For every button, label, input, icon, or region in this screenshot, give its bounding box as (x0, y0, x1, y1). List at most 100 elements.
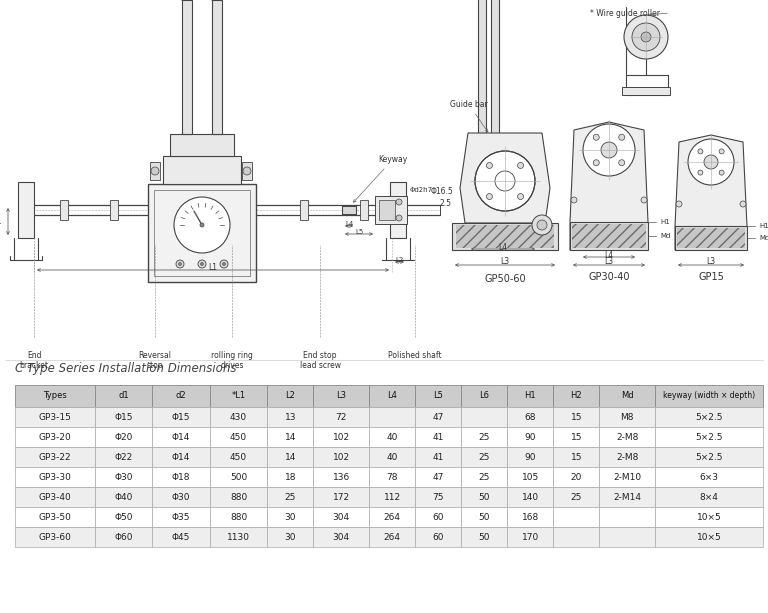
Bar (342, 206, 356, 214)
Bar (152, 467, 210, 487)
Text: 2-M10: 2-M10 (613, 473, 641, 481)
Bar (507, 507, 553, 527)
Bar (553, 407, 599, 427)
Bar (94, 427, 152, 447)
Text: GP15: GP15 (698, 272, 724, 282)
Bar (461, 385, 507, 407)
Text: 25: 25 (478, 433, 490, 441)
Text: 68: 68 (525, 413, 536, 422)
Bar (94, 407, 152, 427)
Bar (210, 407, 267, 427)
Bar (152, 385, 210, 407)
Text: 880: 880 (230, 492, 247, 501)
Bar (60, 200, 68, 220)
Bar (313, 407, 369, 427)
Bar (553, 467, 599, 487)
Text: GP30-40: GP30-40 (588, 272, 630, 282)
Bar (313, 487, 369, 507)
Text: 25: 25 (478, 452, 490, 462)
Text: 304: 304 (333, 512, 349, 522)
Text: 50: 50 (478, 512, 490, 522)
Text: 50: 50 (478, 492, 490, 501)
Text: M8: M8 (621, 413, 634, 422)
Bar (210, 527, 267, 547)
Bar (491, 0, 499, 135)
Text: 20: 20 (571, 473, 582, 481)
Bar (313, 507, 369, 527)
Bar (415, 487, 461, 507)
Bar (369, 487, 415, 507)
Text: d1: d1 (118, 392, 129, 400)
Circle shape (641, 32, 651, 42)
Bar (369, 507, 415, 527)
Bar (210, 447, 267, 467)
Text: Φ15: Φ15 (172, 413, 190, 422)
Text: Φ30: Φ30 (114, 473, 133, 481)
Text: GP3-20: GP3-20 (38, 433, 71, 441)
Bar (599, 447, 655, 467)
Bar (655, 507, 763, 527)
Text: Φ14: Φ14 (172, 433, 190, 441)
Text: 5×2.5: 5×2.5 (695, 413, 723, 422)
Text: 500: 500 (230, 473, 247, 481)
Text: 450: 450 (230, 433, 247, 441)
Bar (369, 427, 415, 447)
Text: 2-M8: 2-M8 (616, 433, 638, 441)
Ellipse shape (597, 221, 621, 235)
Text: 78: 78 (386, 473, 398, 481)
Text: 6×3: 6×3 (700, 473, 719, 481)
Circle shape (719, 149, 724, 154)
Bar (152, 427, 210, 447)
Bar (507, 467, 553, 487)
Text: 90: 90 (525, 452, 536, 462)
Text: Φd2h7: Φd2h7 (409, 187, 432, 193)
Bar (507, 447, 553, 467)
Bar (267, 527, 313, 547)
Text: 2-M8: 2-M8 (616, 452, 638, 462)
Text: GP3-15: GP3-15 (38, 413, 71, 422)
Bar (150, 162, 160, 180)
Bar (456, 225, 554, 248)
Text: 90: 90 (525, 433, 536, 441)
Text: 8×4: 8×4 (700, 492, 718, 501)
Bar (15, 467, 94, 487)
Bar (507, 487, 553, 507)
Text: H1: H1 (660, 219, 670, 225)
Text: Guide bar: Guide bar (450, 100, 488, 132)
Text: Md: Md (759, 235, 768, 241)
Text: Φ18: Φ18 (172, 473, 190, 481)
Text: 14: 14 (285, 433, 296, 441)
Bar (15, 507, 94, 527)
Bar (655, 407, 763, 427)
Text: GP3-50: GP3-50 (38, 512, 71, 522)
Text: Φ16.5: Φ16.5 (431, 186, 453, 196)
Text: 30: 30 (285, 533, 296, 541)
Bar (599, 467, 655, 487)
Text: 102: 102 (333, 452, 349, 462)
Text: 60: 60 (432, 533, 444, 541)
Bar (15, 527, 94, 547)
Bar (675, 226, 747, 250)
Text: Φ45: Φ45 (172, 533, 190, 541)
Text: * Wire guide roller: * Wire guide roller (590, 9, 660, 18)
Bar (375, 196, 407, 224)
Text: 72: 72 (336, 413, 347, 422)
Bar (369, 467, 415, 487)
Bar (300, 200, 308, 220)
Text: Φ40: Φ40 (114, 492, 133, 501)
Text: H2: H2 (571, 392, 582, 400)
Text: Φ15: Φ15 (114, 413, 133, 422)
Bar (599, 527, 655, 547)
Bar (461, 467, 507, 487)
Bar (461, 407, 507, 427)
Bar (267, 427, 313, 447)
Bar (461, 427, 507, 447)
Circle shape (475, 151, 535, 211)
Circle shape (223, 262, 226, 265)
Circle shape (532, 215, 552, 235)
Bar (267, 487, 313, 507)
Bar (599, 487, 655, 507)
Bar (379, 200, 395, 220)
Text: Types: Types (43, 392, 67, 400)
Bar (655, 487, 763, 507)
